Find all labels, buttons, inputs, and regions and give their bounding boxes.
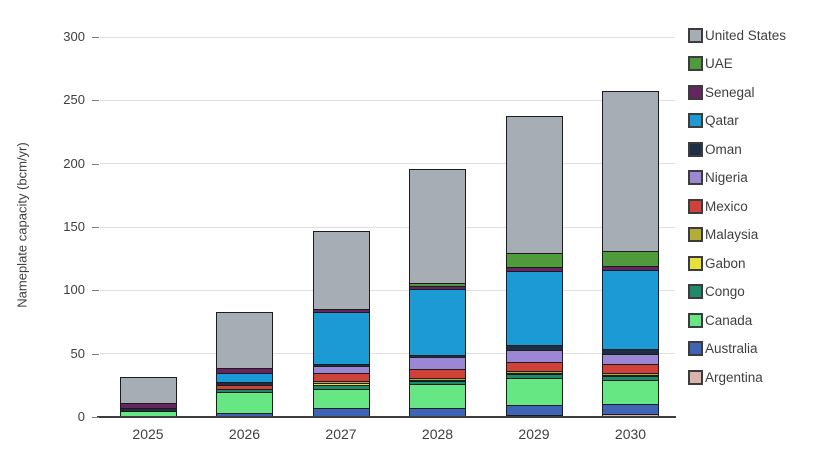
legend-swatch-senegal-icon [688, 84, 703, 100]
bar-segment-canada [216, 392, 273, 414]
y-tick-mark [92, 353, 99, 355]
legend-item-canada: Canada [688, 309, 786, 331]
bar-2029 [505, 116, 563, 417]
y-tick-mark [92, 37, 99, 38]
bar-segment-uae [505, 253, 563, 268]
legend-label: Congo [705, 284, 745, 299]
bar-segment-qatar [602, 270, 659, 350]
gridline-200 [100, 163, 675, 165]
bar-segment-qatar [312, 312, 370, 365]
bar-segment-canada [409, 384, 466, 409]
y-tick-label: 0 [77, 409, 85, 424]
legend-item-malaysia: Malaysia [688, 224, 786, 246]
y-tick-mark [92, 227, 99, 228]
legend-label: Nigeria [705, 170, 748, 185]
bar-segment-united-states [409, 169, 466, 284]
gridline-150 [100, 226, 675, 228]
y-tick-mark [92, 417, 99, 418]
gridline-50 [100, 353, 675, 355]
y-tick-label: 150 [63, 219, 85, 234]
y-tick-label: 100 [63, 282, 85, 298]
bar-segment-united-states [119, 377, 177, 404]
legend-label: Oman [705, 141, 742, 157]
gridline-100 [100, 289, 675, 291]
legend-label: Canada [705, 312, 753, 328]
y-tick-mark [92, 163, 99, 165]
bar-segment-canada [505, 378, 563, 406]
x-tick-label-2027: 2027 [325, 426, 357, 442]
legend-label: Gabon [705, 255, 746, 271]
bar-2027 [312, 231, 370, 417]
legend-label: Mexico [705, 198, 748, 214]
legend-label: United States [705, 27, 787, 43]
x-tick-label-2026: 2026 [228, 426, 261, 442]
legend-swatch-gabon-icon [688, 255, 703, 271]
x-axis-line [97, 416, 676, 418]
legend-swatch-united-states-icon [688, 27, 703, 43]
legend-label: Australia [705, 341, 758, 356]
legend-swatch-nigeria-icon [688, 170, 703, 185]
legend-item-senegal: Senegal [688, 81, 786, 103]
y-tick-label: 300 [63, 29, 85, 44]
legend-swatch-congo-icon [688, 284, 703, 299]
bar-2025 [119, 377, 177, 417]
bar-segment-united-states [216, 312, 273, 369]
legend-swatch-malaysia-icon [688, 227, 703, 242]
x-tick-label-2028: 2028 [421, 426, 454, 442]
gridline-300 [100, 36, 675, 38]
y-tick-label: 250 [63, 92, 85, 108]
legend-swatch-australia-icon [688, 341, 703, 356]
bar-segment-qatar [505, 271, 563, 346]
legend-swatch-mexico-icon [688, 198, 703, 214]
x-tick-label-2025: 2025 [132, 426, 164, 442]
plot-area [100, 36, 675, 417]
bar-segment-canada [312, 389, 370, 409]
y-axis-title: Nameplate capacity (bcm/yr) [14, 142, 30, 308]
bar-segment-united-states [312, 231, 370, 310]
legend-item-mexico: Mexico [688, 195, 786, 217]
legend-label: Malaysia [705, 227, 759, 242]
y-tick-mark [92, 290, 99, 292]
bar-segment-canada [602, 380, 659, 405]
chart-legend: United States UAE Senegal Qatar Oman Nigeria M… [688, 24, 786, 388]
legend-label: Argentina [705, 369, 763, 385]
legend-swatch-uae-icon [688, 56, 703, 71]
legend-swatch-qatar-icon [688, 113, 703, 128]
y-tick-label: 50 [70, 345, 85, 361]
bar-segment-united-states [602, 91, 659, 252]
y-tick-mark [92, 100, 99, 102]
legend-label: Senegal [705, 84, 755, 100]
legend-item-uae: UAE [688, 53, 786, 75]
legend-swatch-oman-icon [688, 141, 703, 157]
legend-item-united-states: United States [688, 24, 786, 46]
legend-item-congo: Congo [688, 281, 786, 303]
bar-2026 [216, 312, 273, 417]
bar-segment-uae [602, 251, 659, 267]
legend-item-australia: Australia [688, 338, 786, 360]
legend-item-nigeria: Nigeria [688, 167, 786, 189]
bar-2028 [409, 169, 466, 417]
legend-item-gabon: Gabon [688, 252, 786, 274]
x-tick-label-2029: 2029 [518, 426, 550, 442]
legend-item-oman: Oman [688, 138, 786, 160]
legend-item-argentina: Argentina [688, 366, 786, 388]
legend-label: Qatar [705, 113, 739, 128]
legend-swatch-argentina-icon [688, 369, 703, 385]
bar-2030 [602, 91, 659, 417]
y-tick-label: 200 [63, 155, 85, 171]
gridline-250 [100, 99, 675, 101]
bar-segment-united-states [505, 116, 563, 254]
legend-label: UAE [705, 56, 733, 71]
legend-item-qatar: Qatar [688, 110, 786, 132]
legend-swatch-canada-icon [688, 312, 703, 328]
x-tick-label-2030: 2030 [614, 426, 647, 442]
bar-segment-qatar [409, 289, 466, 356]
